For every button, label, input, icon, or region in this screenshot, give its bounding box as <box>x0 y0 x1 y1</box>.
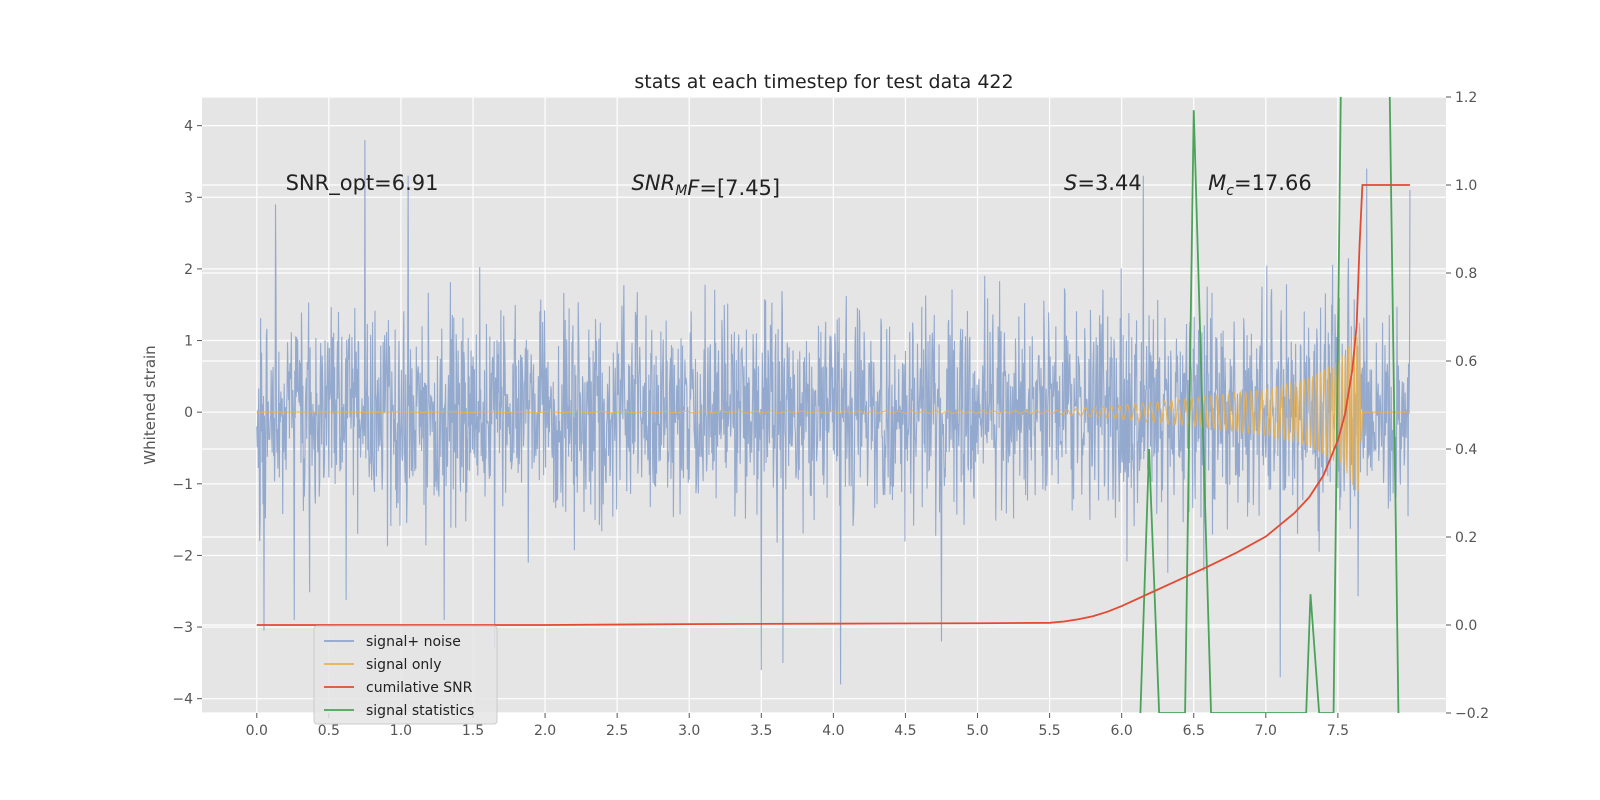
series-cumilative-snr <box>256 184 1410 626</box>
x-tick-label: 2.5 <box>606 723 628 739</box>
x-axis-ticks: 0.0 0.5 1.0 1.5 2.0 2.5 3.0 3.5 4.0 4.5 5.0 5.5 6.0 6… <box>246 713 1349 739</box>
y-tick-label: 4 <box>184 119 193 135</box>
x-tick-label: 0.0 <box>246 723 268 739</box>
y2-tick-label: −0.2 <box>1455 706 1489 722</box>
y2-tick-label: 0.0 <box>1455 618 1477 634</box>
y-tick-label: −2 <box>172 548 193 564</box>
x-tick-label: 6.0 <box>1111 723 1133 739</box>
x-tick-label: 4.5 <box>894 723 916 739</box>
y2-axis-ticks: −0.2 0.0 0.2 0.4 0.6 0.8 1.0 1.2 <box>1446 90 1489 722</box>
x-tick-label: 5.0 <box>966 723 988 739</box>
y-tick-label: 3 <box>184 190 193 206</box>
x-tick-label: 2.0 <box>534 723 556 739</box>
y-axis-label: Whitened strain <box>141 345 159 464</box>
y2-tick-label: 1.0 <box>1455 178 1477 194</box>
x-tick-label: 4.0 <box>822 723 844 739</box>
y-tick-label: 1 <box>184 334 193 350</box>
y-tick-label: −3 <box>172 620 193 636</box>
y-tick-label: −4 <box>172 692 193 708</box>
x-tick-label: 1.5 <box>462 723 484 739</box>
annotation: SNR_opt=6.91 <box>286 171 439 196</box>
annotations: SNR_opt=6.91 SNRMF=[7.45] S=3.44 Mc=17.66 <box>286 171 1312 200</box>
y2-tick-label: 0.6 <box>1455 354 1477 370</box>
legend-box <box>313 625 498 725</box>
series-signal-plus-noise <box>256 139 1411 685</box>
x-tick-label: 1.0 <box>390 723 412 739</box>
x-tick-label: 3.5 <box>750 723 772 739</box>
y-tick-label: 0 <box>184 405 193 421</box>
x-tick-label: 6.5 <box>1183 723 1205 739</box>
legend-entry: signal only <box>366 657 441 673</box>
chart-title: stats at each timestep for test data 422 <box>634 71 1013 93</box>
y-axis-ticks: −4 −3 −2 −1 0 1 2 3 4 <box>172 119 202 708</box>
x-tick-label: 3.0 <box>678 723 700 739</box>
y2-tick-label: 0.4 <box>1455 442 1477 458</box>
x-tick-label: 7.0 <box>1255 723 1277 739</box>
y-tick-label: 2 <box>184 262 193 278</box>
y-tick-label: −1 <box>172 477 193 493</box>
y2-tick-label: 0.2 <box>1455 530 1477 546</box>
y2-tick-label: 1.2 <box>1455 90 1477 106</box>
y2-tick-label: 0.8 <box>1455 266 1477 282</box>
legend-entry: signal+ noise <box>366 634 461 650</box>
series-signal-only <box>256 322 1410 492</box>
legend-entry: cumilative SNR <box>366 680 473 696</box>
annotation: S=3.44 <box>1064 171 1142 195</box>
annotation: SNRMF=[7.45] <box>632 171 781 200</box>
series-signal-statistics <box>1139 97 1400 713</box>
legend: signal+ noise signal only cumilative SNR si… <box>313 625 498 725</box>
x-tick-label: 7.5 <box>1327 723 1349 739</box>
legend-entry: signal statistics <box>366 703 474 719</box>
x-tick-label: 5.5 <box>1038 723 1060 739</box>
annotation: Mc=17.66 <box>1208 171 1312 199</box>
x-tick-label: 0.5 <box>318 723 340 739</box>
